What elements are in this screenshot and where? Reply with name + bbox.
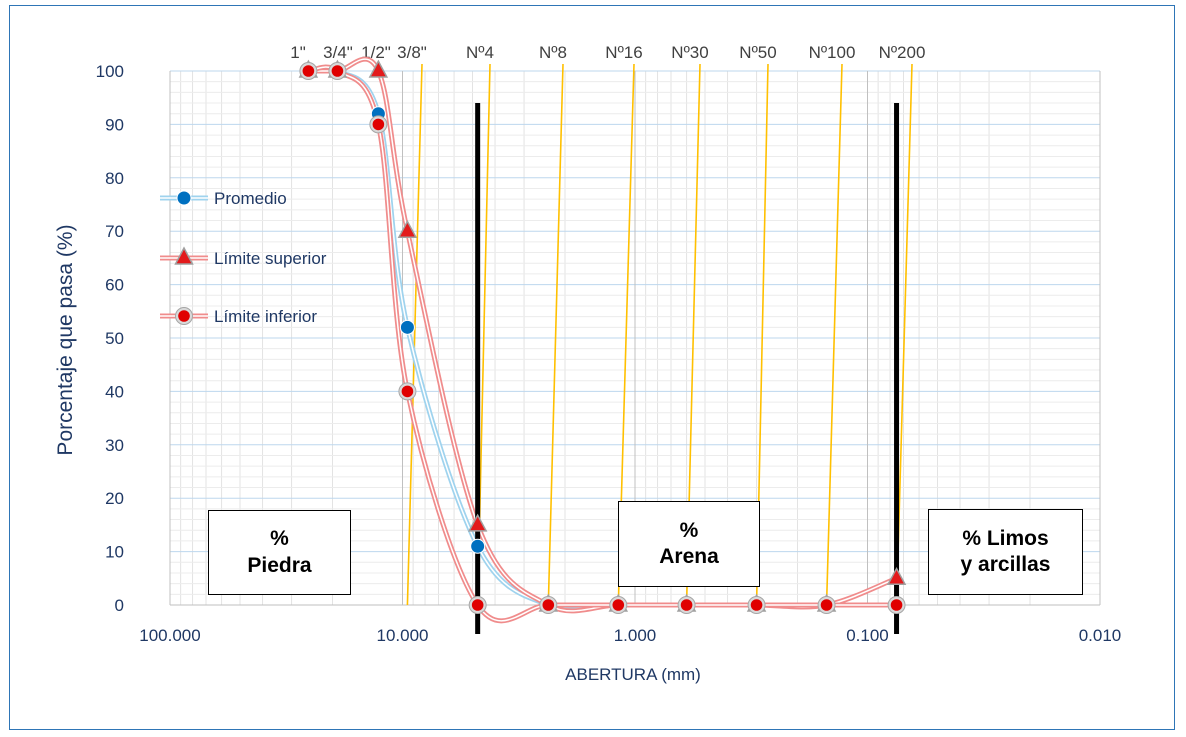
sieve-label: Nº8 bbox=[539, 43, 567, 62]
y-tick-label: 70 bbox=[105, 222, 124, 241]
sieve-label: Nº16 bbox=[605, 43, 642, 62]
y-tick-label: 100 bbox=[96, 62, 124, 81]
legend-marker-promedio bbox=[176, 190, 192, 206]
sieve-line bbox=[825, 63, 843, 606]
y-tick-label: 20 bbox=[105, 489, 124, 508]
sieve-label: 3/8" bbox=[397, 43, 427, 62]
sieve-label: Nº4 bbox=[466, 43, 494, 62]
marker-limite-inferior-core bbox=[612, 599, 625, 611]
marker-promedio bbox=[470, 538, 486, 554]
series-lines bbox=[307, 56, 898, 624]
marker-limite-inferior-core bbox=[401, 385, 414, 398]
marker-limite-inferior-core bbox=[372, 118, 385, 131]
series-markers bbox=[298, 59, 907, 614]
marker-limite-inferior-core bbox=[680, 599, 693, 611]
legend-marker-limite-superior bbox=[174, 246, 194, 265]
series-line-promedio-core bbox=[308, 67, 897, 611]
sieve-label: 3/4" bbox=[323, 43, 353, 62]
series-line-l-mite-inferior bbox=[307, 64, 897, 624]
x-tick-label: 1.000 bbox=[614, 626, 657, 645]
sieve-line bbox=[406, 63, 423, 606]
sieve-label: Nº100 bbox=[809, 43, 856, 62]
marker-limite-superior bbox=[467, 513, 488, 532]
y-tick-label: 0 bbox=[115, 596, 124, 615]
legend-marker-limite-inferior-core bbox=[178, 310, 190, 322]
x-tick-label: 0.010 bbox=[1079, 626, 1122, 645]
sieve-labels: 1" 3/4" 1/2" 3/8" Nº4 Nº8 Nº16 Nº30 Nº50 Nº100 Nº2… bbox=[290, 43, 925, 62]
sieve-label: Nº30 bbox=[671, 43, 708, 62]
y-axis-title: Porcentaje que pasa (%) bbox=[54, 224, 77, 455]
marker-limite-inferior-core bbox=[331, 65, 344, 77]
marker-limite-inferior-core bbox=[302, 65, 315, 77]
marker-limite-superior bbox=[397, 219, 418, 238]
sieve-label: Nº200 bbox=[879, 43, 926, 62]
legend-label: Límite inferior bbox=[214, 307, 317, 326]
series-line-promedio bbox=[308, 65, 897, 612]
sieve-label: Nº50 bbox=[739, 43, 776, 62]
marker-limite-inferior-core bbox=[750, 599, 763, 611]
y-tick-labels: 0 10 20 30 40 50 60 70 80 90 100 bbox=[96, 62, 124, 615]
y-tick-label: 50 bbox=[105, 329, 124, 348]
y-tick-label: 10 bbox=[105, 543, 124, 562]
y-tick-label: 60 bbox=[105, 276, 124, 295]
legend: Promedio Límite superior Límite inferior bbox=[160, 189, 327, 326]
x-tick-label: 100.000 bbox=[139, 626, 200, 645]
marker-limite-superior bbox=[368, 59, 389, 78]
x-tick-label: 10.000 bbox=[377, 626, 429, 645]
x-tick-labels: 100.000 10.000 1.000 0.100 0.010 bbox=[139, 626, 1121, 645]
zone-piedra-label: % Piedra bbox=[208, 510, 351, 595]
marker-limite-inferior-core bbox=[820, 599, 833, 611]
sieve-label: 1" bbox=[290, 43, 306, 62]
sieve-line bbox=[895, 63, 913, 606]
legend-label: Límite superior bbox=[214, 249, 327, 268]
legend-label: Promedio bbox=[214, 189, 287, 208]
y-tick-label: 30 bbox=[105, 436, 124, 455]
marker-limite-inferior-core bbox=[890, 599, 903, 611]
zone-limos-label: % Limos y arcillas bbox=[928, 509, 1083, 595]
x-tick-label: 0.100 bbox=[846, 626, 889, 645]
x-axis-title: ABERTURA (mm) bbox=[565, 665, 701, 684]
marker-limite-superior bbox=[886, 566, 907, 586]
marker-promedio bbox=[399, 319, 415, 335]
y-tick-label: 80 bbox=[105, 169, 124, 188]
y-tick-label: 90 bbox=[105, 115, 124, 134]
marker-limite-inferior-core bbox=[542, 599, 555, 611]
series-line-l-mite-inferior-core bbox=[308, 66, 897, 622]
marker-limite-inferior-core bbox=[471, 599, 484, 611]
sieve-line bbox=[547, 63, 564, 606]
y-tick-label: 40 bbox=[105, 382, 124, 401]
zone-arena-label: % Arena bbox=[618, 501, 760, 587]
